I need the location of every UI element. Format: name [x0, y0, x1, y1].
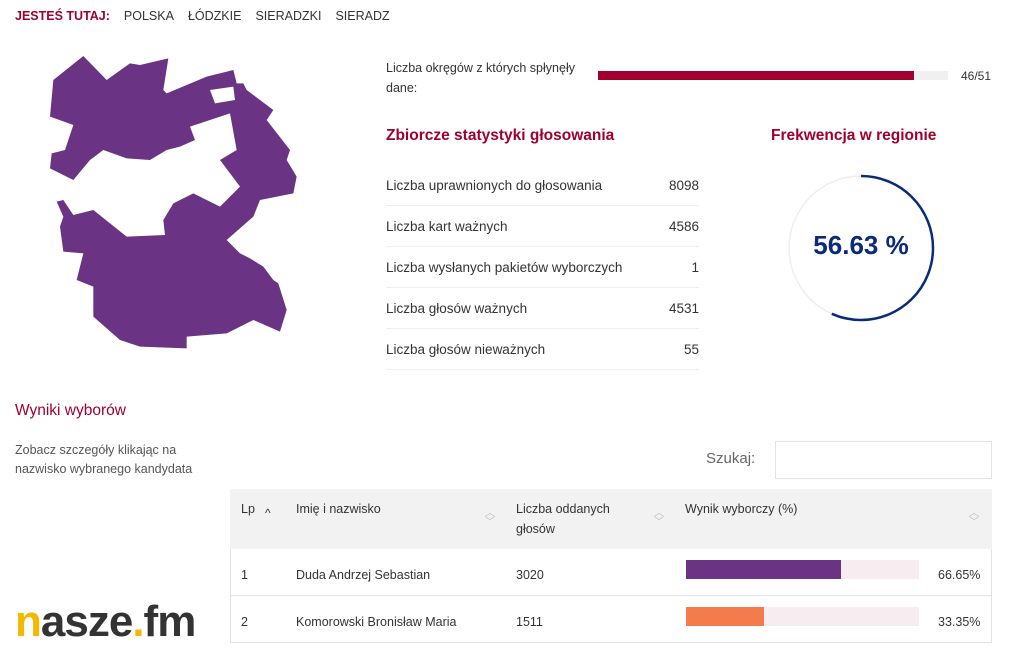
nasze-fm-logo: nasze.fm — [15, 597, 196, 646]
stat-row: Liczba kart ważnych 4586 — [386, 206, 699, 247]
sort-icon[interactable]: ︿ ﹀ — [485, 508, 495, 528]
col-result[interactable]: Wynik wyborczy (%) — [685, 502, 798, 516]
row-votes: 3020 — [516, 568, 544, 582]
row-percent: 33.35% — [938, 615, 981, 629]
row-lp: 2 — [241, 615, 248, 629]
col-name[interactable]: Imię i nazwisko — [296, 502, 381, 516]
progress-bar — [598, 71, 948, 80]
table-header: Lp ^ Imię i nazwisko ︿ ﹀ Liczba oddanych … — [230, 489, 992, 549]
breadcrumb-polska[interactable]: POLSKA — [123, 9, 174, 23]
stat-value: 55 — [683, 341, 699, 357]
candidate-name-link[interactable]: Duda Andrzej Sebastian — [296, 568, 431, 582]
breadcrumb-lodzkie[interactable]: ŁÓDZKIE — [187, 9, 242, 23]
breadcrumb-sieradz: SIERADZ — [335, 9, 390, 23]
sort-icon[interactable]: ︿ ﹀ — [654, 508, 664, 528]
stat-label: Liczba głosów nieważnych — [386, 341, 546, 357]
sort-icon[interactable]: ︿ ﹀ — [969, 508, 979, 528]
region-map[interactable] — [40, 50, 300, 360]
row-lp: 1 — [241, 568, 248, 582]
stats-title: Zbiorcze statystyki głosowania — [386, 127, 615, 144]
sort-asc-icon[interactable]: ^ — [265, 506, 271, 520]
table-row[interactable]: 2 Komorowski Bronisław Maria 1511 33.35% — [230, 596, 992, 643]
breadcrumb-label: JESTEŚ TUTAJ: — [15, 9, 110, 23]
result-bar — [686, 607, 919, 626]
stat-label: Liczba wysłanych pakietów wyborczych — [386, 259, 623, 275]
stat-row: Liczba głosów ważnych 4531 — [386, 288, 699, 329]
result-bar — [686, 560, 919, 579]
row-percent: 66.65% — [938, 568, 981, 582]
results-hint: Zobacz szczegóły klikając na nazwisko wy… — [15, 443, 193, 476]
stats-list: Liczba uprawnionych do głosowania 8098 Li… — [386, 165, 699, 370]
stat-row: Liczba głosów nieważnych 55 — [386, 329, 699, 370]
breadcrumb: JESTEŚ TUTAJ: POLSKA ŁÓDZKIE SIERADZKI S… — [15, 9, 390, 23]
table-row[interactable]: 1 Duda Andrzej Sebastian 3020 66.65% — [230, 549, 992, 596]
turnout-value: 56.63 % — [813, 230, 909, 260]
col-votes[interactable]: Liczba oddanych głosów — [516, 502, 610, 536]
search-label: Szukaj: — [706, 450, 756, 467]
progress-label: Liczba okręgów z których spłynęły dane: — [386, 61, 575, 95]
search-input[interactable] — [775, 441, 992, 479]
results-title: Wyniki wyborów — [15, 402, 126, 419]
col-lp[interactable]: Lp — [241, 502, 255, 516]
progress-value: 46/51 — [961, 69, 992, 83]
gauge-arc — [787, 174, 935, 322]
stat-row: Liczba wysłanych pakietów wyborczych 1 — [386, 247, 699, 288]
results-table: Lp ^ Imię i nazwisko ︿ ﹀ Liczba oddanych … — [230, 489, 992, 643]
stat-label: Liczba uprawnionych do głosowania — [386, 177, 603, 193]
stat-label: Liczba kart ważnych — [386, 218, 508, 234]
row-votes: 1511 — [516, 615, 543, 629]
breadcrumb-sieradzki[interactable]: SIERADZKI — [255, 9, 322, 23]
stat-value: 1 — [691, 259, 699, 275]
turnout-title: Frekwencja w regionie — [771, 127, 937, 144]
candidate-name-link[interactable]: Komorowski Bronisław Maria — [296, 615, 457, 629]
stat-value: 8098 — [668, 177, 699, 193]
region-shape — [50, 56, 297, 349]
turnout-gauge — [787, 174, 935, 322]
stat-row: Liczba uprawnionych do głosowania 8098 — [386, 165, 699, 206]
stat-label: Liczba głosów ważnych — [386, 300, 528, 316]
stat-value: 4586 — [668, 218, 699, 234]
stat-value: 4531 — [668, 300, 699, 316]
